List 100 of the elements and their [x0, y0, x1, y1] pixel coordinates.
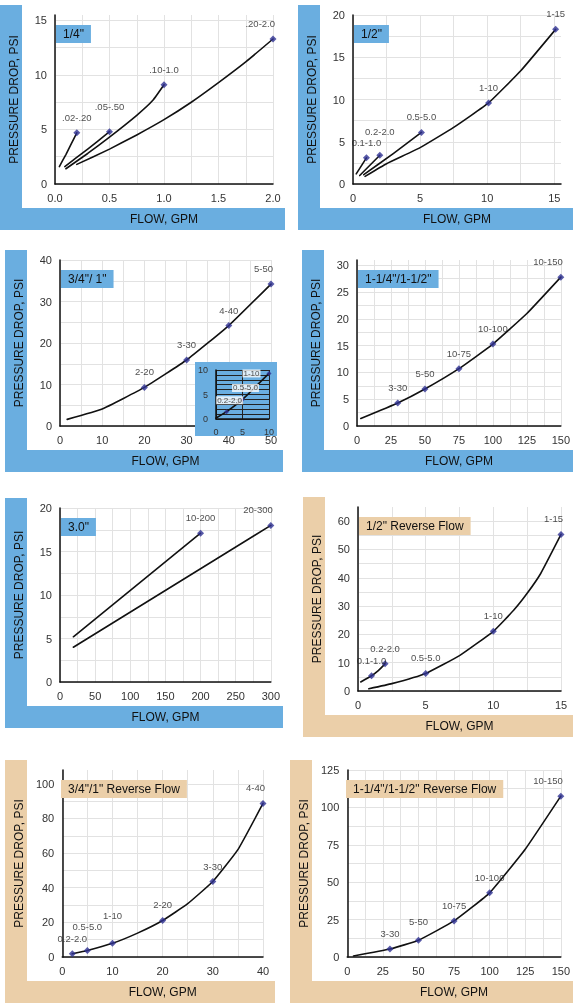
y-tick-label: 20 — [39, 502, 52, 514]
y-tick-label: 0 — [45, 676, 52, 688]
data-label: 1-10 — [479, 81, 499, 93]
data-label: 2-20 — [153, 899, 173, 911]
data-label: 0.5-5.0 — [72, 921, 103, 933]
y-tick-label: 5 — [338, 135, 345, 148]
x-tick-label: 50 — [412, 964, 425, 977]
y-axis-title: PRESSURE DROP, PSI — [12, 278, 26, 408]
x-tick-label: 40 — [222, 433, 235, 446]
x-tick-label: 0 — [59, 964, 66, 977]
x-tick-label: 75 — [447, 964, 461, 977]
x-tick-label: 15 — [548, 191, 561, 204]
x-tick-label: 40 — [256, 964, 270, 977]
text: 1/2" Reverse Flow — [366, 519, 464, 533]
data-label: 3-30 — [177, 339, 197, 351]
y-tick-label: 15 — [39, 545, 52, 558]
y-tick-label: 50 — [327, 876, 340, 889]
y-tick-label: 0 — [338, 178, 345, 190]
x-axis-title: FLOW, GPM — [420, 985, 489, 999]
x-tick-label: 50 — [418, 433, 432, 446]
data-label: 3-30 — [380, 928, 400, 940]
x-tick-label: 125 — [517, 433, 537, 446]
y-tick-label: 10 — [336, 366, 349, 379]
y-tick-label: 20 — [337, 628, 350, 641]
data-label: 4-40 — [219, 304, 239, 316]
data-label: .20-2.0 — [245, 17, 275, 29]
x-axis-title: FLOW, GPM — [424, 454, 493, 468]
y-axis-title: PRESSURE DROP, PSI — [12, 799, 26, 928]
y-tick-label: 30 — [39, 295, 52, 308]
data-label: 10-200 — [185, 512, 216, 524]
data-label: 1-10 — [483, 610, 503, 622]
x-tick-label: 0 — [56, 433, 64, 446]
data-label: .10-1.0 — [149, 63, 179, 75]
x-tick-label: 100 — [483, 433, 503, 446]
x-tick-label: 5 — [417, 191, 424, 204]
y-tick-label: 5 — [40, 123, 47, 136]
data-label: 0.5-5.0 — [406, 111, 437, 123]
y-tick-label: 0 — [333, 951, 340, 963]
x-tick-label: 25 — [384, 433, 398, 446]
text: 3/4"/ 1" — [68, 272, 107, 286]
data-label: 0.2-2.0 — [370, 642, 400, 654]
y-tick-label: 40 — [42, 881, 55, 894]
x-axis-title: FLOW, GPM — [129, 212, 199, 226]
y-tick-label: 60 — [337, 515, 350, 528]
y-tick-label: 50 — [337, 543, 350, 556]
data-label: .05-.50 — [94, 100, 125, 112]
y-axis-title: PRESSURE DROP, PSI — [297, 799, 311, 928]
x-tick-label: 150 — [551, 964, 570, 977]
data-label: .02-.20 — [62, 111, 92, 123]
y-tick-label: 10 — [198, 365, 209, 375]
data-label: 0.5-5.0 — [410, 652, 441, 664]
x-tick-label: 50 — [89, 689, 102, 702]
y-tick-label: 20 — [39, 337, 52, 349]
data-label: 0.2-2.0 — [217, 395, 243, 405]
data-label: 20-300 — [243, 504, 273, 516]
y-axis-title: PRESSURE DROP, PSI — [310, 534, 324, 664]
x-tick-label: 10 — [487, 698, 500, 711]
data-label: 0.2-2.0 — [365, 125, 395, 137]
y-tick-label: 0 — [203, 414, 209, 424]
y-axis-title: PRESSURE DROP, PSI — [12, 530, 26, 660]
text: 3/4"/1" Reverse Flow — [68, 782, 181, 796]
y-tick-label: 40 — [337, 571, 350, 584]
data-label: 5-50 — [408, 916, 428, 928]
y-tick-label: 20 — [336, 312, 349, 325]
data-label: 5-50 — [415, 368, 435, 380]
x-tick-label: 0 — [213, 426, 219, 437]
data-label: 1-10 — [243, 368, 261, 378]
data-label: 1-10 — [102, 909, 122, 921]
text: 3.0" — [68, 520, 89, 534]
data-label: 10-150 — [533, 775, 563, 787]
y-tick-label: 10 — [337, 656, 350, 669]
x-tick-label: 200 — [191, 689, 210, 702]
x-tick-label: 25 — [376, 964, 389, 977]
y-axis-title: PRESSURE DROP, PSI — [309, 278, 323, 408]
x-axis-title: FLOW, GPM — [422, 212, 492, 226]
text: 1/4" — [63, 27, 84, 41]
x-axis-title: FLOW, GPM — [131, 454, 200, 468]
y-tick-label: 30 — [337, 600, 350, 613]
y-tick-label: 5 — [342, 393, 349, 406]
x-tick-label: 300 — [261, 689, 280, 702]
x-tick-label: 150 — [551, 433, 570, 446]
x-tick-label: 10 — [106, 964, 119, 977]
x-axis-title: FLOW, GPM — [128, 985, 197, 999]
y-tick-label: 0 — [40, 178, 47, 190]
y-tick-label: 100 — [320, 801, 340, 814]
x-tick-label: 0.5 — [101, 191, 118, 204]
data-label: 5-50 — [253, 263, 273, 275]
y-tick-label: 80 — [42, 812, 55, 825]
y-tick-label: 30 — [336, 259, 349, 272]
y-tick-label: 40 — [39, 254, 52, 266]
x-tick-label: 5 — [239, 426, 246, 437]
data-label: 10-75 — [441, 899, 467, 911]
y-tick-label: 10 — [34, 68, 47, 81]
y-tick-label: 10 — [39, 589, 52, 601]
data-label: 10-100 — [478, 323, 508, 335]
x-tick-label: 20 — [138, 433, 151, 446]
data-label: 1-15 — [543, 513, 563, 525]
data-label: 2-20 — [134, 366, 154, 378]
x-tick-label: 20 — [156, 964, 169, 977]
x-tick-label: 0.0 — [47, 191, 63, 204]
